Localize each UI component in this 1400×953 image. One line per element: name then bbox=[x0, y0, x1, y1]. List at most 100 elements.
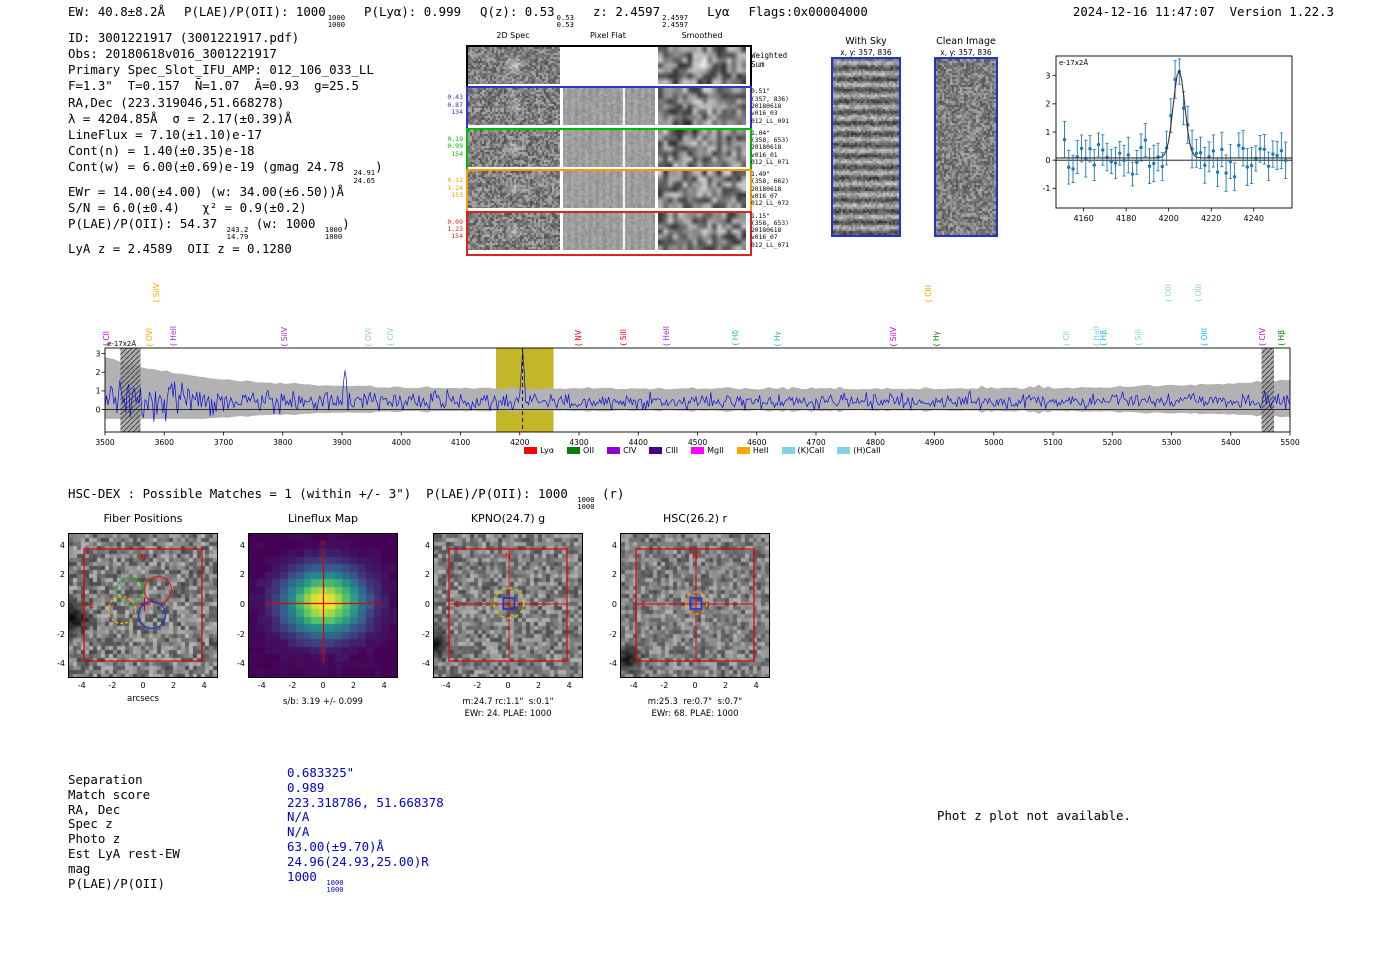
legend-item-kcaii: (K)CaII bbox=[781, 446, 824, 455]
data-point bbox=[1101, 148, 1105, 152]
cutout-2d-image bbox=[658, 47, 746, 84]
cutout-stat-1: 0.99 bbox=[447, 142, 463, 151]
matches-title-text-1: (r) bbox=[594, 486, 625, 501]
fiber-circle-red bbox=[143, 575, 173, 605]
info-line-12-text-0: LyA z = 2.4589 OII z = 0.1280 bbox=[68, 240, 292, 256]
x-tick-label: 4400 bbox=[629, 438, 648, 447]
data-point bbox=[1143, 138, 1147, 142]
legend-swatch bbox=[781, 447, 795, 454]
match-field-label-4: Photo z bbox=[68, 831, 121, 847]
cutout-ann-line-2: 20180618 bbox=[751, 102, 782, 110]
panel-overlay-hsc: NE bbox=[635, 548, 755, 662]
match-value-7-stack-top-0: 1000 bbox=[326, 877, 344, 887]
info-line-12: LyA z = 2.4589 OII z = 0.1280 bbox=[68, 241, 383, 257]
compass-east-label: E bbox=[455, 600, 460, 609]
header-seg-3-text-0: Q(z): 0.53 bbox=[480, 4, 555, 19]
data-point bbox=[1249, 163, 1254, 168]
data-point bbox=[1258, 147, 1262, 151]
match-field-value-2: 223.318786, 51.668378 bbox=[287, 795, 444, 811]
cutout-2d-image bbox=[563, 88, 655, 126]
legend-item-civ: CIV bbox=[607, 446, 636, 455]
info-line-2-text-0: Primary Spec_Slot_IFU_AMP: 012_106_033_L… bbox=[68, 62, 374, 78]
panel-xtick: 4 bbox=[381, 681, 387, 690]
panel-image-hsc bbox=[620, 533, 770, 678]
cutout-row bbox=[466, 169, 752, 215]
match-field-value-4: N/A bbox=[287, 824, 444, 840]
match-field-value-6: 24.96(24.93,25.00)R bbox=[287, 854, 444, 870]
fiber-circle-orange bbox=[107, 595, 137, 625]
match-field-value-5: 63.00(±9.70)Å bbox=[287, 839, 444, 855]
panel-ytick: -2 bbox=[609, 629, 617, 639]
panel-xtick: -4 bbox=[77, 681, 86, 690]
x-tick-label: 5000 bbox=[984, 438, 1003, 447]
cutout-stat-0: 0.12 bbox=[447, 176, 463, 185]
legend-label: MgII bbox=[707, 446, 724, 455]
panel-ytick: 2 bbox=[611, 570, 617, 580]
data-point bbox=[1135, 160, 1139, 165]
panel-ytick: 0 bbox=[611, 600, 617, 609]
cutout-ann-line-1: (357, 836) bbox=[751, 95, 789, 103]
clean-image-header: Clean Image x, y: 357, 836 bbox=[926, 36, 1006, 58]
info-line-7: Cont(n) = 1.40(±0.35)e-18 bbox=[68, 143, 383, 159]
info-line-6: LineFlux = 7.10(±1.10)e-17 bbox=[68, 127, 383, 143]
header-seg-3-stack-bot-0: 0.53 bbox=[556, 20, 574, 30]
panel-ytick: -4 bbox=[422, 659, 430, 669]
info-line-1: Obs: 20180618v016_3001221917 bbox=[68, 46, 383, 62]
header-segment-5: Lyα bbox=[707, 4, 729, 19]
panel-ytick: 4 bbox=[424, 540, 430, 550]
panel-ytick: -4 bbox=[237, 659, 245, 669]
match-field-label-3: Spec z bbox=[68, 816, 113, 832]
match-value-3-text-0: N/A bbox=[287, 809, 310, 825]
info-line-11-text-2: ) bbox=[342, 216, 350, 232]
panel-xtick: 4 bbox=[753, 681, 759, 690]
x-tick-label: 4900 bbox=[925, 438, 944, 447]
panel-caption-1: EWr: 24. PLAE: 1000 bbox=[464, 709, 552, 719]
data-point bbox=[1152, 161, 1156, 166]
y-tick-label: 1 bbox=[96, 387, 101, 396]
cutout-2d-image bbox=[658, 129, 746, 167]
info-line-11-stack-1: 1000 1000 bbox=[325, 226, 342, 241]
data-point bbox=[1088, 147, 1092, 151]
legend-swatch bbox=[736, 447, 750, 454]
cutout-stat-2: 154 bbox=[451, 232, 463, 241]
cutout-stat-0: 0.43 bbox=[447, 93, 463, 102]
matches-title-stack-0: 1000 1000 bbox=[577, 496, 594, 511]
detection-info-block: ID: 3001221917 (3001221917.pdf) Obs: 2018… bbox=[68, 30, 383, 257]
x-tick-label: 4800 bbox=[866, 438, 885, 447]
data-point bbox=[1062, 137, 1067, 142]
y-tick-label: -1 bbox=[1043, 184, 1051, 193]
cutout-stat-1: 1.24 bbox=[447, 183, 463, 192]
photz-note: Phot z plot not available. bbox=[937, 808, 1131, 823]
panel-overlay-lineflux: N bbox=[266, 539, 381, 663]
panel-ytick: 0 bbox=[239, 600, 245, 609]
header-segment-0: EW: 40.8±8.2Å bbox=[68, 4, 165, 19]
legend-swatch bbox=[649, 447, 663, 454]
legend-label: (H)CaII bbox=[853, 446, 881, 455]
x-tick-label: 3500 bbox=[95, 438, 114, 447]
x-tick-label: 4160 bbox=[1073, 214, 1093, 223]
info-line-4: RA,Dec (223.319046,51.668278) bbox=[68, 95, 383, 111]
panel-ytick: -2 bbox=[237, 629, 245, 639]
cutout-row-annotation: Weighted Sum bbox=[751, 51, 803, 69]
emission-line-label-oiii-20: ( OIII bbox=[1193, 284, 1203, 302]
cutout-stat-0: 0.09 bbox=[447, 217, 463, 226]
x-tick-label: 4600 bbox=[747, 438, 766, 447]
panel-xtick: 0 bbox=[140, 681, 146, 690]
data-point bbox=[1215, 170, 1220, 174]
cutout-ann-line-2: 20180618 bbox=[751, 144, 782, 152]
compass-east-label: E bbox=[642, 600, 647, 609]
y-tick-label: 2 bbox=[96, 368, 101, 377]
emission-line-label-siiv-2: ( SiIV bbox=[152, 282, 162, 303]
info-line-11-stack-bot-0: 14.79 bbox=[226, 232, 249, 242]
compass-east-label: E bbox=[89, 601, 94, 610]
cutout-ann-line-0: 1.04" bbox=[751, 129, 770, 137]
data-point bbox=[1194, 151, 1199, 156]
cutout-stat-2: 153 bbox=[451, 191, 463, 199]
data-point bbox=[1271, 152, 1275, 156]
cutout-ann-line-0: 1.15" bbox=[751, 212, 770, 220]
data-point bbox=[1139, 145, 1143, 150]
info-line-11-stack-bot-1: 1000 bbox=[324, 232, 343, 242]
x-tick-label: 4220 bbox=[1201, 214, 1221, 223]
match-value-0-text-0: 0.683325" bbox=[287, 765, 355, 780]
